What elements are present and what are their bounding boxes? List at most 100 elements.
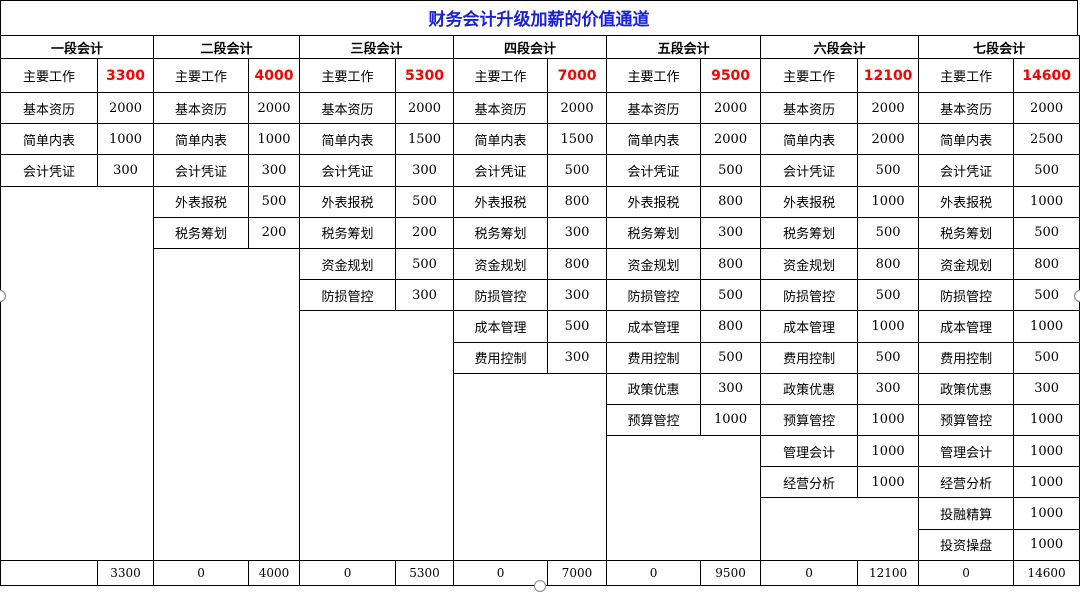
item-value: 500 xyxy=(1013,216,1080,249)
item-label: 防损管控 xyxy=(299,279,397,312)
item-value: 1000 xyxy=(1013,528,1080,561)
item-value: 2000 xyxy=(857,91,920,125)
total-value: 12100 xyxy=(857,559,920,586)
item-value: 500 xyxy=(857,341,920,374)
item-label: 资金规划 xyxy=(453,247,549,281)
item-value: 500 xyxy=(1013,279,1080,312)
item-label: 基本资历 xyxy=(0,91,98,125)
group-header: 四段会计 xyxy=(453,35,608,59)
header-row: 一段会计 二段会计 三段会计 四段会计 五段会计 六段会计 七段会计 xyxy=(0,35,1080,59)
item-value: 500 xyxy=(248,185,301,218)
item-label: 费用控制 xyxy=(918,341,1015,374)
item-value: 1000 xyxy=(857,466,920,499)
item-label: 基本资历 xyxy=(299,91,397,125)
item-value: 1500 xyxy=(395,123,455,156)
item-label: 会计凭证 xyxy=(606,154,702,187)
item-value: 2000 xyxy=(395,91,455,125)
item-value: 1000 xyxy=(857,185,920,218)
item-value: 2000 xyxy=(857,123,920,156)
empty-block xyxy=(153,247,301,561)
item-value: 1500 xyxy=(547,123,608,156)
item-value: 800 xyxy=(700,310,762,343)
item-row: 防损管控 300 防损管控 300 防损管控 500 防损管控 500 防损管控 500 xyxy=(1,279,1080,312)
total-value: 3300 xyxy=(96,559,155,586)
item-label: 预算管控 xyxy=(606,403,702,437)
item-row: 投融精算 1000 xyxy=(1,497,1080,561)
main-work-label: 主要工作 xyxy=(760,58,859,93)
empty-block xyxy=(0,185,155,561)
item-label: 防损管控 xyxy=(760,279,859,312)
item-value: 1000 xyxy=(1013,497,1080,530)
main-work-value: 5300 xyxy=(395,58,455,93)
item-label: 会计凭证 xyxy=(453,154,549,187)
item-label: 成本管理 xyxy=(918,310,1015,343)
item-label: 成本管理 xyxy=(453,310,549,343)
resize-handle-bottom[interactable] xyxy=(534,580,546,592)
resize-handle-right[interactable] xyxy=(1074,290,1080,302)
item-label: 基本资历 xyxy=(606,91,702,125)
item-row: 税务筹划 200 税务筹划 200 税务筹划 300 税务筹划 300 税务筹划 500 税务筹划 5… xyxy=(1,216,1080,249)
group-header: 五段会计 xyxy=(606,35,762,59)
item-label: 税务筹划 xyxy=(760,216,859,249)
item-value: 300 xyxy=(1013,372,1080,405)
item-label: 会计凭证 xyxy=(918,154,1015,187)
group-header: 七段会计 xyxy=(918,35,1080,59)
item-label: 资金规划 xyxy=(760,247,859,281)
item-label: 经营分析 xyxy=(760,466,859,499)
group-header: 二段会计 xyxy=(153,35,301,59)
total-left-cell: 0 xyxy=(153,559,250,586)
item-value: 300 xyxy=(857,372,920,405)
item-label: 投资操盘 xyxy=(918,528,1015,561)
empty-block xyxy=(760,497,920,561)
item-label: 简单内表 xyxy=(453,123,549,156)
item-label: 资金规划 xyxy=(918,247,1015,281)
item-value: 200 xyxy=(248,216,301,249)
main-work-label: 主要工作 xyxy=(0,58,98,93)
item-value: 500 xyxy=(857,216,920,249)
item-value: 1000 xyxy=(1013,403,1080,437)
item-label: 成本管理 xyxy=(606,310,702,343)
item-value: 1000 xyxy=(1013,310,1080,343)
item-label: 基本资历 xyxy=(153,91,250,125)
item-value: 1000 xyxy=(1013,185,1080,218)
item-label: 管理会计 xyxy=(918,435,1015,468)
item-value: 500 xyxy=(1013,341,1080,374)
item-row: 成本管理 500 成本管理 800 成本管理 1000 成本管理 1000 xyxy=(1,310,1080,561)
item-value: 300 xyxy=(395,154,455,187)
total-left-cell xyxy=(0,559,98,586)
item-value: 300 xyxy=(700,216,762,249)
main-work-label: 主要工作 xyxy=(918,58,1015,93)
item-value: 2000 xyxy=(700,123,762,156)
item-row: 基本资历 2000 基本资历 2000 基本资历 2000 基本资历 2000 基本资历 2000… xyxy=(0,91,1080,125)
item-label: 税务筹划 xyxy=(153,216,250,249)
item-value: 2500 xyxy=(1013,123,1080,156)
item-value: 1000 xyxy=(857,403,920,437)
item-label: 简单内表 xyxy=(918,123,1015,156)
item-label: 外表报税 xyxy=(453,185,549,218)
group-header: 三段会计 xyxy=(299,35,455,59)
item-value: 500 xyxy=(857,279,920,312)
item-value: 800 xyxy=(547,185,608,218)
item-label: 简单内表 xyxy=(760,123,859,156)
main-work-value: 4000 xyxy=(248,58,301,93)
item-row: 外表报税 500 外表报税 500 外表报税 800 外表报税 800 外表报税 1000 外表报税… xyxy=(0,185,1080,561)
item-value: 2000 xyxy=(1013,91,1080,125)
item-label: 资金规划 xyxy=(299,247,397,281)
item-label: 税务筹划 xyxy=(299,216,397,249)
item-value: 300 xyxy=(395,279,455,312)
item-value: 500 xyxy=(700,279,762,312)
item-value: 300 xyxy=(547,279,608,312)
item-label: 会计凭证 xyxy=(0,154,98,187)
item-label: 简单内表 xyxy=(0,123,98,156)
item-row: 费用控制 300 费用控制 500 费用控制 500 费用控制 500 xyxy=(1,341,1080,374)
item-label: 税务筹划 xyxy=(606,216,702,249)
item-label: 防损管控 xyxy=(453,279,549,312)
total-value: 5300 xyxy=(395,559,455,586)
item-row: 政策优惠 300 政策优惠 300 政策优惠 300 xyxy=(1,372,1080,561)
main-work-label: 主要工作 xyxy=(153,58,250,93)
group-header: 一段会计 xyxy=(0,35,155,59)
item-row: 简单内表 1000 简单内表 1000 简单内表 1500 简单内表 1500 简单内表 2000… xyxy=(0,123,1080,156)
main-work-label: 主要工作 xyxy=(453,58,549,93)
item-label: 费用控制 xyxy=(453,341,549,374)
group-header: 六段会计 xyxy=(760,35,920,59)
